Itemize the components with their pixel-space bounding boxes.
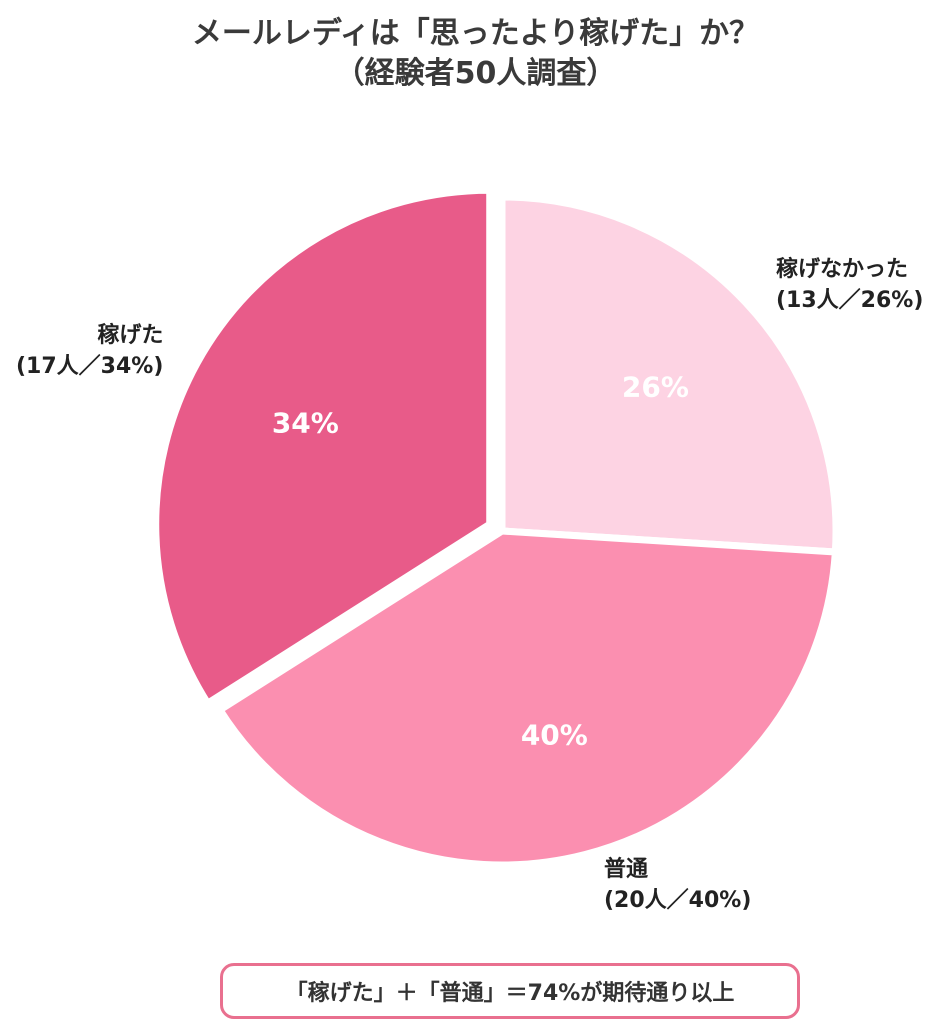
chart-title-line-1: メールレディは「思ったより稼げた」か？ <box>191 16 760 51</box>
pie-slice-kaseida <box>152 186 494 707</box>
slice-label-kaseida-count: (17人／34%) <box>16 354 164 379</box>
pie-value-label-futsu: 40% <box>521 718 588 751</box>
chart-title-line-2: （経験者50人調査） <box>334 56 617 91</box>
pie-slice-kasegenakatta <box>498 193 840 556</box>
chart-title: メールレディは「思ったより稼げた」か？ （経験者50人調査） <box>0 14 951 94</box>
slice-label-kasegenakatta-name: 稼げなかった <box>776 257 909 282</box>
slice-label-futsu: 普通 (20人／40%) <box>604 854 751 916</box>
slice-label-futsu-count: (20人／40%) <box>604 888 752 913</box>
summary-box: 「稼げた」＋「普通」＝74%が期待通り以上 <box>220 963 800 1019</box>
pie-value-label-kaseida: 34% <box>272 406 339 439</box>
pie-slice-futsu <box>216 527 839 869</box>
summary-text: 「稼げた」＋「普通」＝74%が期待通り以上 <box>285 981 735 1006</box>
pie-value-label-kasegenakatta: 26% <box>622 370 689 403</box>
slice-label-kasegenakatta: 稼げなかった (13人／26%) <box>776 254 923 316</box>
slice-label-kaseida-name: 稼げた <box>97 323 164 348</box>
pie-slices <box>152 186 840 869</box>
pie-value-labels: 26% 40% 34% <box>272 370 689 751</box>
slice-label-futsu-name: 普通 <box>604 857 649 882</box>
slice-label-kasegenakatta-count: (13人／26%) <box>776 288 924 313</box>
slice-label-kaseida: 稼げた (17人／34%) <box>16 320 163 382</box>
